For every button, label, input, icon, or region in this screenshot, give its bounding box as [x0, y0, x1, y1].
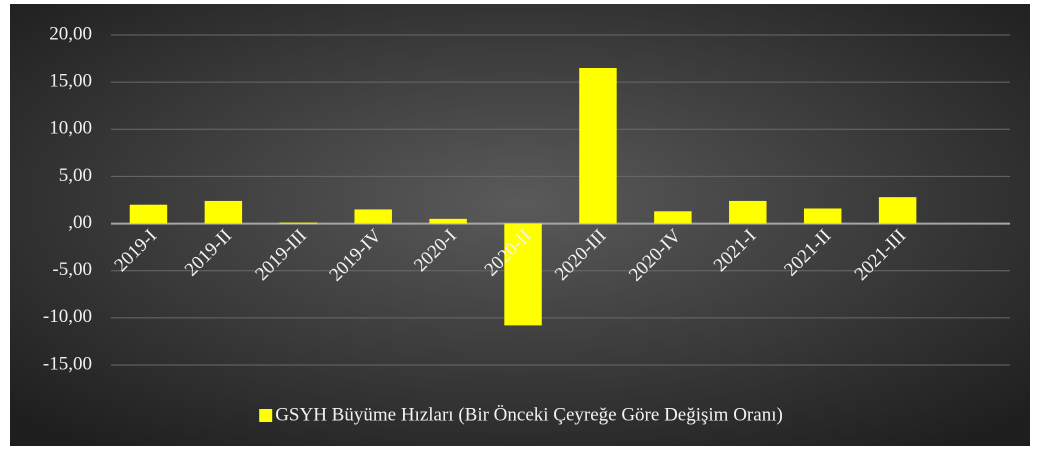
y-tick-label: -15,00	[43, 353, 92, 374]
y-tick-label: 20,00	[49, 23, 92, 44]
bar	[878, 197, 917, 224]
legend-label: GSYH Büyüme Hızları (Bir Önceki Çeyreğe …	[275, 404, 783, 425]
bar	[129, 204, 168, 224]
bar	[729, 200, 767, 224]
bar	[579, 68, 617, 224]
bar	[654, 211, 692, 224]
bar	[279, 222, 318, 224]
y-tick-label: -5,00	[52, 259, 92, 280]
bar	[204, 200, 243, 224]
y-tick-label: 15,00	[49, 71, 92, 92]
y-tick-label: -10,00	[43, 306, 92, 327]
bar	[354, 209, 392, 224]
bar	[803, 208, 842, 224]
legend-swatch	[259, 409, 273, 422]
y-tick-label: 5,00	[59, 165, 92, 186]
y-tick-label: 10,00	[49, 118, 92, 139]
y-tick-label: ,00	[68, 212, 92, 233]
bar	[429, 218, 467, 224]
bar	[504, 223, 542, 326]
